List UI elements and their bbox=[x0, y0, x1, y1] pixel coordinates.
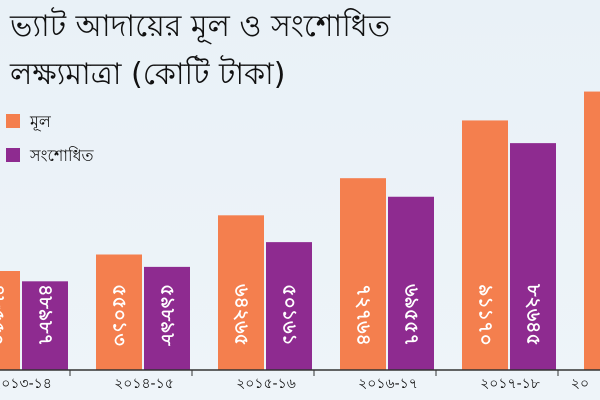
legend-swatch-original bbox=[6, 114, 20, 128]
bar-revised-4 bbox=[510, 143, 556, 370]
x-axis-ticks: ২০১৩-১৪ ২০১৪-১৫ ২০১৫-১৬ ২০১৬-১৭ ২০১৭-১৮ ২০ bbox=[0, 370, 589, 392]
legend-label-original: মূল bbox=[29, 112, 52, 132]
x-tick-label-0: ২০১৩-১৪ bbox=[0, 376, 52, 392]
x-tick-label-4: ২০১৭-১৮ bbox=[480, 376, 540, 392]
bars: ৪৮৫৫০ ৪৮৯৮৭ ৫৫০১৩ ৫৯৮৯৮ ৬৪২৬৫ ৫০১৬১ ৭২৭৬৪ ৬৯৫৫৭… bbox=[0, 91, 600, 370]
x-tick-label-5: ২০ bbox=[571, 376, 589, 392]
bar-original-4 bbox=[462, 120, 508, 370]
value-label-original-1: ৫৫০১৩ bbox=[109, 284, 131, 346]
value-label-original-4: ৯১১৭০ bbox=[475, 284, 497, 346]
x-tick-label-1: ২০১৪-১৫ bbox=[114, 376, 174, 392]
legend: মূল সংশোধিত bbox=[6, 112, 95, 165]
bar-original-0 bbox=[0, 271, 20, 370]
value-label-revised-0: ৪৮৯৮৭ bbox=[35, 284, 57, 346]
value-label-revised-2: ৫০১৬১ bbox=[279, 284, 301, 346]
legend-swatch-revised bbox=[6, 148, 20, 162]
bar-original-1 bbox=[96, 254, 142, 370]
value-label-original-2: ৬৪২৬৫ bbox=[231, 284, 253, 346]
value-label-revised-3: ৬৯৫৫৭ bbox=[401, 284, 423, 346]
chart-title-line2: লক্ষ্যমাত্রা (কোটি টাকা) bbox=[9, 55, 285, 92]
bar-revised-0 bbox=[22, 281, 68, 370]
value-label-original-0: ৪৮৫৫০ bbox=[0, 284, 9, 346]
legend-label-revised: সংশোধিত bbox=[29, 146, 95, 165]
chart-title-line1: ভ্যাট আদায়ের মূল ও সংশোধিত bbox=[9, 7, 391, 44]
value-label-original-3: ৭২৭৬৪ bbox=[353, 284, 375, 346]
x-tick-label-3: ২০১৬-১৭ bbox=[358, 376, 418, 392]
bar-revised-2 bbox=[266, 242, 312, 370]
bar-revised-3 bbox=[388, 196, 434, 370]
value-label-revised-1: ৫৯৮৯৮ bbox=[157, 284, 179, 346]
x-tick-label-2: ২০১৫-১৬ bbox=[236, 376, 296, 392]
bar-original-3 bbox=[340, 178, 386, 370]
bar-original-2 bbox=[218, 215, 264, 370]
bar-original-5 bbox=[584, 91, 600, 370]
bar-revised-1 bbox=[144, 266, 190, 370]
value-label-revised-4: ৮২৬৪৫ bbox=[523, 283, 545, 346]
